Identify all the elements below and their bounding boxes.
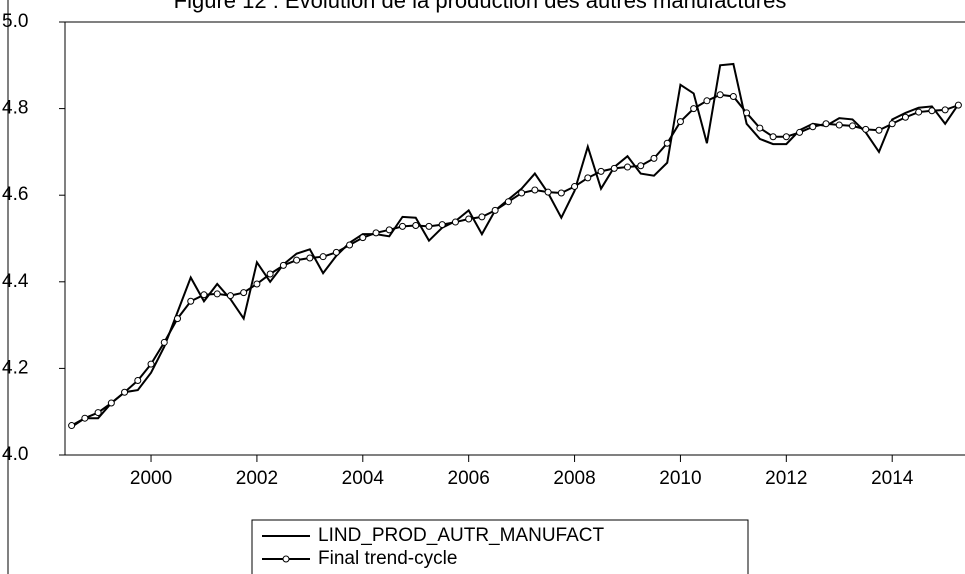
x-tick-label: 2012 bbox=[765, 468, 807, 489]
x-tick-label: 2008 bbox=[553, 468, 595, 489]
series-marker bbox=[491, 206, 499, 214]
series-marker bbox=[306, 254, 314, 262]
series-marker bbox=[266, 270, 274, 278]
series-marker bbox=[729, 92, 737, 100]
series-marker bbox=[240, 289, 248, 297]
series-marker bbox=[531, 186, 539, 194]
series-marker bbox=[796, 128, 804, 136]
legend-label: LIND_PROD_AUTR_MANUFACT bbox=[318, 525, 604, 546]
series-marker bbox=[425, 222, 433, 230]
x-tick-label: 2014 bbox=[871, 468, 914, 489]
series-marker bbox=[504, 198, 512, 206]
series-marker bbox=[121, 388, 129, 396]
y-tick-label: 4.0 bbox=[2, 444, 28, 465]
series-marker bbox=[809, 123, 817, 131]
series-marker bbox=[346, 241, 354, 249]
series-marker bbox=[835, 121, 843, 129]
series-marker bbox=[716, 91, 724, 99]
y-tick-label: 4.4 bbox=[2, 271, 29, 292]
series-marker bbox=[226, 292, 234, 300]
x-tick-label: 2006 bbox=[448, 468, 490, 489]
series-marker bbox=[849, 122, 856, 130]
legend-label: Final trend-cycle bbox=[318, 548, 457, 569]
series-marker bbox=[160, 338, 168, 346]
series-marker bbox=[954, 101, 962, 109]
plot-frame bbox=[64, 21, 965, 456]
series-marker bbox=[624, 163, 631, 171]
y-tick-label: 4.6 bbox=[2, 184, 28, 205]
series-marker bbox=[372, 229, 380, 237]
series-marker bbox=[928, 107, 936, 115]
series-marker bbox=[597, 167, 605, 175]
y-tick-label: 4.8 bbox=[2, 98, 28, 119]
series-marker bbox=[637, 162, 645, 170]
series-marker bbox=[68, 422, 76, 430]
series-marker bbox=[134, 377, 142, 385]
series-marker bbox=[690, 105, 698, 113]
series-marker bbox=[94, 409, 102, 417]
series-marker bbox=[451, 218, 459, 226]
series-marker bbox=[743, 109, 751, 117]
series-marker bbox=[385, 226, 393, 234]
series-marker bbox=[293, 256, 301, 264]
y-tick-label: 4.2 bbox=[2, 357, 28, 378]
series-marker bbox=[862, 125, 870, 133]
series-marker bbox=[107, 399, 115, 407]
series-marker bbox=[584, 174, 592, 182]
series-marker bbox=[610, 164, 618, 172]
series-marker bbox=[915, 108, 923, 116]
series-marker bbox=[544, 188, 552, 196]
series-marker bbox=[253, 280, 261, 288]
series-marker bbox=[279, 261, 287, 269]
series-marker bbox=[187, 297, 195, 305]
x-tick-label: 2004 bbox=[342, 468, 385, 489]
series-marker bbox=[147, 360, 155, 368]
series-marker bbox=[518, 189, 526, 197]
series-marker bbox=[875, 126, 883, 134]
series-marker bbox=[213, 290, 221, 298]
series-marker bbox=[769, 133, 777, 141]
series-marker bbox=[200, 291, 208, 299]
series-marker bbox=[319, 253, 327, 261]
series-marker bbox=[663, 139, 671, 147]
series-marker bbox=[888, 120, 896, 128]
series-marker bbox=[756, 124, 764, 132]
series-marker bbox=[782, 133, 790, 141]
series-marker bbox=[478, 213, 486, 221]
series-marker bbox=[941, 106, 949, 114]
y-tick-label: 5.0 bbox=[2, 11, 28, 32]
x-tick-label: 2002 bbox=[236, 468, 278, 489]
series-marker bbox=[332, 248, 340, 256]
series-marker bbox=[571, 183, 579, 191]
series-marker bbox=[822, 120, 830, 128]
x-tick-label: 2010 bbox=[659, 468, 701, 489]
legend-marker bbox=[282, 555, 290, 563]
series-marker bbox=[703, 97, 711, 105]
series-marker bbox=[438, 221, 446, 229]
series-marker bbox=[465, 215, 473, 223]
series-marker bbox=[359, 234, 367, 242]
series-marker bbox=[557, 189, 565, 197]
series-marker bbox=[174, 315, 181, 323]
series-marker bbox=[412, 222, 420, 230]
x-tick-label: 2000 bbox=[130, 468, 172, 489]
series-marker bbox=[399, 222, 406, 230]
series-marker bbox=[676, 118, 684, 126]
legend-box bbox=[251, 519, 749, 574]
series-marker bbox=[81, 414, 89, 422]
chart-title: Figure 12 : Evolution de la production d… bbox=[174, 0, 787, 13]
series-marker bbox=[650, 154, 658, 162]
series-marker bbox=[901, 113, 909, 121]
